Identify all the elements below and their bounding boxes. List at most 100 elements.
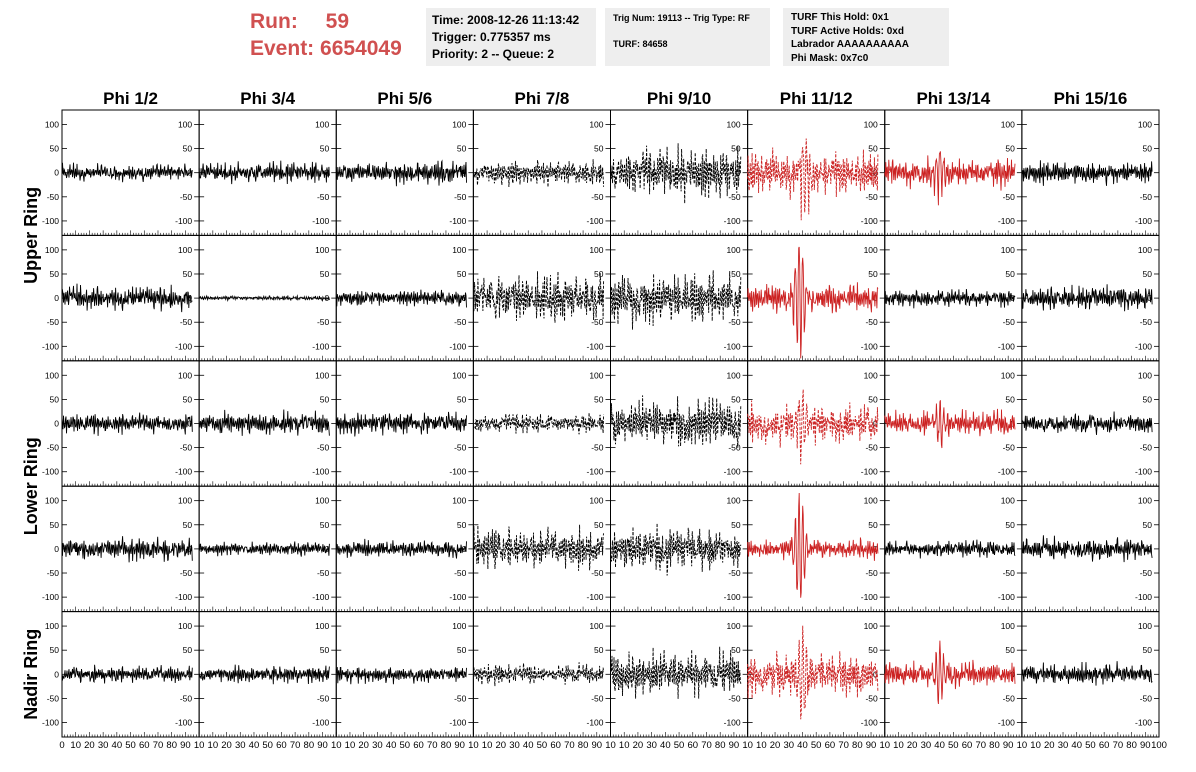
- panel-r4-c5: -100 -50 0 50 100: [610, 485, 749, 613]
- waveform-trace: [747, 492, 879, 598]
- x-tick-label: 40: [112, 740, 123, 751]
- y-tick-label-left: 100: [45, 370, 59, 380]
- y-tick-label-left: 50: [50, 144, 60, 154]
- panel-r1-c8: -100 -50 0 50 100: [1021, 109, 1160, 236]
- y-tick-label-right: -50: [317, 317, 330, 327]
- y-tick-label-left: -50: [47, 192, 60, 202]
- y-tick-label-right: 50: [1005, 520, 1015, 530]
- y-tick-label-right: -100: [312, 592, 329, 602]
- x-tick-label: 80: [441, 740, 452, 751]
- y-tick-label-right: 50: [868, 269, 878, 279]
- x-tick-label: 10: [345, 740, 356, 751]
- ring-label-1: Upper Ring: [21, 187, 41, 284]
- y-tick-label-right: -100: [449, 592, 466, 602]
- waveform-trace: [198, 160, 330, 185]
- y-tick-label-right: 100: [589, 119, 603, 129]
- y-tick-label-right: -100: [1135, 718, 1152, 728]
- y-tick-label-right: -100: [724, 467, 741, 477]
- y-tick-label-right: 50: [1143, 269, 1153, 279]
- y-tick-label-right: 100: [452, 496, 466, 506]
- y-tick-label-right: 0: [1147, 544, 1152, 554]
- y-tick-label-left: -50: [47, 317, 60, 327]
- waveform-trace: [199, 294, 330, 302]
- waveform-trace: [61, 283, 193, 313]
- y-tick-label-right: 100: [452, 370, 466, 380]
- y-tick-label-right: 50: [868, 645, 878, 655]
- y-tick-label-right: -100: [998, 592, 1015, 602]
- x-tick-label: 10: [70, 740, 81, 751]
- y-tick-label-left: 0: [54, 419, 59, 429]
- y-tick-label-right: -100: [175, 341, 192, 351]
- x-tick-label: 20: [84, 740, 95, 751]
- y-tick-label-right: -100: [998, 216, 1015, 226]
- x-tick-label: 10: [331, 740, 342, 751]
- x-tick-label: 50: [537, 740, 548, 751]
- y-tick-label-right: -50: [1003, 693, 1016, 703]
- y-tick-label-right: 0: [599, 544, 604, 554]
- y-tick-label-right: -100: [998, 341, 1015, 351]
- panel-r5-c4: -100 -50 0 50 100: [472, 611, 611, 738]
- x-tick-label: 30: [509, 740, 520, 751]
- run-event-box: Run: 59 Event: 6654049: [250, 8, 420, 66]
- waveform-trace: [61, 664, 193, 684]
- labrador-text: Labrador AAAAAAAAAA: [791, 39, 909, 50]
- y-tick-label-right: -100: [1135, 216, 1152, 226]
- y-tick-label-right: -50: [180, 317, 193, 327]
- waveform-trace: [335, 289, 467, 308]
- waveform-trace: [610, 270, 742, 330]
- y-tick-label-right: -50: [180, 568, 193, 578]
- x-tick-label: 70: [1113, 740, 1124, 751]
- y-tick-label-right: 100: [864, 119, 878, 129]
- y-tick-label-right: 100: [589, 370, 603, 380]
- y-tick-label-right: 100: [864, 245, 878, 255]
- x-tick-label: 20: [633, 740, 644, 751]
- x-tick-label: 10: [605, 740, 616, 751]
- waveform-trace: [472, 159, 605, 188]
- y-tick-label-right: -100: [449, 467, 466, 477]
- waveform-trace: [198, 664, 330, 685]
- column-header-2: Phi 3/4: [240, 89, 295, 108]
- x-tick-label: 40: [1071, 740, 1082, 751]
- x-tick-label: 80: [989, 740, 1000, 751]
- waveform-trace: [884, 288, 1016, 309]
- event-label: Event:: [250, 37, 315, 60]
- y-tick-label-left: 50: [50, 645, 60, 655]
- y-tick-label-right: 0: [462, 419, 467, 429]
- panel-r2-c4: -100 -50 0 50 100: [472, 234, 611, 362]
- x-tick-label: 10: [482, 740, 493, 751]
- y-tick-label-right: -100: [312, 718, 329, 728]
- x-tick-label: 90: [454, 740, 465, 751]
- waveform-trace: [335, 411, 467, 437]
- y-tick-label-right: 100: [864, 370, 878, 380]
- x-tick-label: 40: [934, 740, 945, 751]
- y-tick-label-right: 50: [1143, 645, 1153, 655]
- y-tick-label-right: 100: [1138, 245, 1152, 255]
- y-tick-label-right: 50: [183, 269, 193, 279]
- x-tick-label: 70: [564, 740, 575, 751]
- ring-label-3: Nadir Ring: [21, 629, 41, 720]
- y-tick-label-right: 50: [731, 269, 741, 279]
- x-tick-label: 20: [907, 740, 918, 751]
- waveform-trace: [1021, 535, 1153, 563]
- x-tick-label: 40: [523, 740, 534, 751]
- waveform-trace: [610, 143, 742, 204]
- time-text: Time: 2008-12-26 11:13:42: [432, 13, 580, 27]
- y-tick-label-right: -50: [591, 317, 604, 327]
- y-tick-label-right: -50: [865, 192, 878, 202]
- run-value: 59: [325, 10, 350, 33]
- y-tick-label-right: 50: [594, 645, 604, 655]
- y-tick-label-left: 100: [45, 496, 59, 506]
- y-tick-label-left: 50: [50, 269, 60, 279]
- waveform-trace: [1021, 284, 1153, 312]
- y-tick-label-right: -50: [1003, 192, 1016, 202]
- y-tick-label-right: 50: [1143, 144, 1153, 154]
- waveform-trace: [472, 524, 605, 571]
- y-tick-label-right: 100: [1138, 119, 1152, 129]
- panel-r3-c3: -100 -50 0 50 100: [335, 360, 474, 487]
- y-tick-label-left: 0: [54, 168, 59, 178]
